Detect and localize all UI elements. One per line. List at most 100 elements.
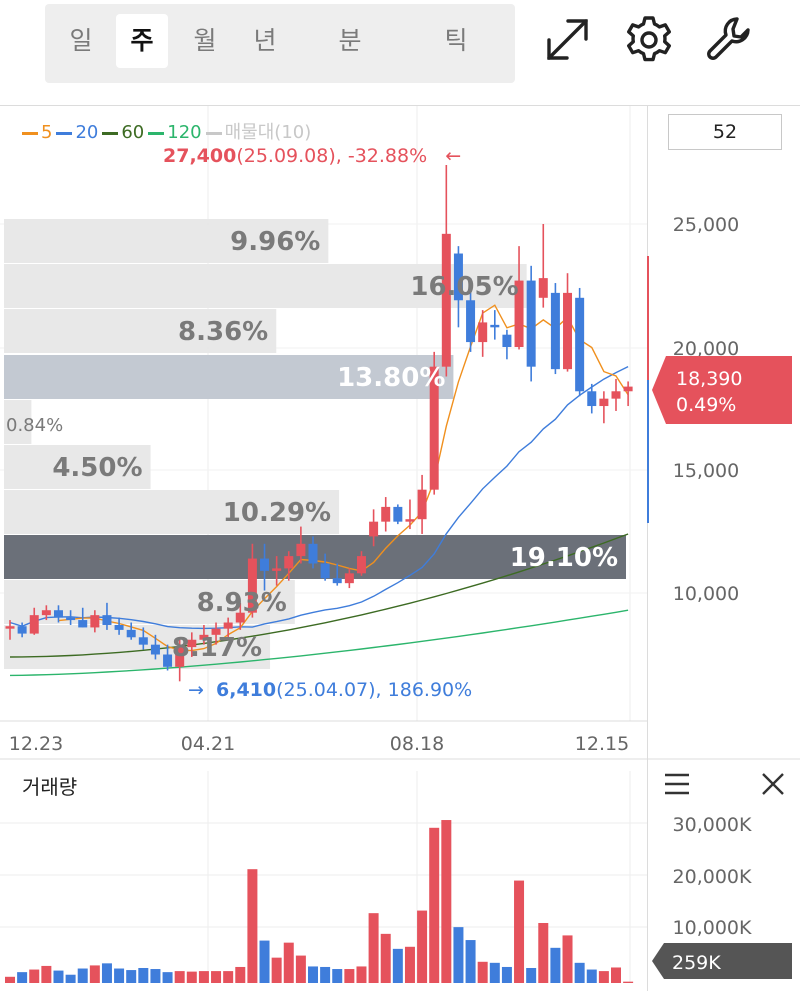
candle-body[interactable]: [369, 521, 379, 537]
period-minute[interactable]: 분: [338, 26, 362, 55]
candle-body[interactable]: [563, 292, 573, 370]
candle-body[interactable]: [320, 563, 330, 579]
candle-body[interactable]: [429, 366, 439, 490]
volume-bar: [550, 947, 561, 983]
candle-body[interactable]: [526, 280, 536, 367]
menu-icon[interactable]: [662, 771, 692, 797]
candle-body[interactable]: [211, 628, 221, 635]
candle-body[interactable]: [138, 637, 148, 645]
period-monthly[interactable]: 월: [193, 26, 217, 55]
candle-body[interactable]: [114, 624, 124, 630]
expand-icon[interactable]: [542, 14, 594, 66]
candle-body[interactable]: [587, 391, 597, 407]
candle-body[interactable]: [490, 324, 500, 328]
volume-bar: [429, 827, 440, 983]
volume-bar: [514, 880, 525, 983]
candle-body[interactable]: [126, 629, 136, 638]
volume-bar: [332, 969, 343, 983]
period-yearly[interactable]: 년: [253, 26, 277, 55]
volume-bar: [223, 971, 234, 983]
volume-bar: [77, 968, 88, 983]
period-tick[interactable]: 틱: [444, 26, 468, 55]
candle-body[interactable]: [417, 489, 427, 520]
y-tick-label: 10,000: [673, 583, 739, 605]
period-count-input[interactable]: 52: [668, 114, 782, 150]
period-weekly[interactable]: 주: [116, 14, 168, 68]
candle-body[interactable]: [260, 558, 270, 571]
volume-bar: [611, 967, 621, 983]
candle-body[interactable]: [199, 634, 209, 640]
candle-body[interactable]: [78, 620, 88, 628]
volume-profile-bar: [4, 264, 527, 308]
candle-body[interactable]: [550, 292, 560, 370]
candle-body[interactable]: [66, 617, 76, 621]
volume-bar: [101, 963, 112, 983]
high-arrow: ←: [445, 145, 462, 167]
candle-body[interactable]: [5, 626, 15, 629]
gear-icon[interactable]: [623, 14, 675, 66]
candle-body[interactable]: [163, 654, 173, 667]
candle-body[interactable]: [223, 622, 233, 629]
candle-body[interactable]: [284, 556, 294, 569]
legend-label: 20: [75, 122, 99, 143]
candle-body[interactable]: [41, 610, 51, 616]
candle-body[interactable]: [332, 578, 342, 584]
candle-body[interactable]: [478, 322, 488, 343]
candle-body[interactable]: [405, 519, 415, 522]
candle-body[interactable]: [235, 612, 245, 623]
candle-body[interactable]: [599, 398, 609, 407]
candle-body[interactable]: [381, 506, 391, 522]
candle-body[interactable]: [514, 280, 524, 347]
high-annotation: 27,400(25.09.08), -32.88% ←: [163, 145, 461, 167]
candle-body[interactable]: [272, 568, 282, 571]
volume-bar: [65, 974, 76, 983]
wrench-icon[interactable]: [704, 14, 756, 66]
period-selector: 일 주 월 년 분 틱: [45, 4, 515, 83]
candle-body[interactable]: [356, 556, 366, 574]
candle-body[interactable]: [575, 297, 585, 392]
volume-bar: [308, 966, 318, 983]
x-tick-label: 04.21: [181, 733, 235, 755]
low-arrow: →: [188, 679, 204, 701]
candle-body[interactable]: [393, 506, 403, 522]
candle-body[interactable]: [187, 639, 197, 648]
volume-chart[interactable]: 30,000K 20,000K 10,000K: [0, 771, 800, 991]
volume-bar: [417, 910, 428, 983]
candle-body[interactable]: [538, 278, 548, 298]
candle-body[interactable]: [296, 543, 306, 557]
candle-body[interactable]: [175, 647, 185, 667]
volume-bar: [453, 927, 464, 983]
candle-body[interactable]: [502, 334, 512, 347]
legend-swatch: [56, 131, 73, 135]
candle-body[interactable]: [308, 543, 318, 564]
candle-body[interactable]: [247, 558, 257, 613]
volume-bar: [89, 965, 100, 983]
candle-body[interactable]: [623, 386, 633, 392]
candle-body[interactable]: [611, 391, 621, 399]
close-icon[interactable]: [760, 771, 786, 797]
volume-bar: [186, 971, 197, 983]
candle-body[interactable]: [466, 300, 476, 343]
candle-body[interactable]: [453, 253, 463, 301]
candle-body[interactable]: [150, 644, 160, 655]
candle-body[interactable]: [90, 615, 100, 628]
volume-bar: [404, 946, 415, 983]
volume-bar: [477, 961, 488, 983]
candle-body[interactable]: [344, 573, 354, 584]
high-price: 27,400: [163, 145, 237, 167]
current-price: 18,390: [676, 368, 742, 390]
candle-body[interactable]: [53, 610, 63, 618]
price-chart[interactable]: 9.96% 16.05% 8.36% 13.80% 0.84% 4.50% 10.29% 19…: [0, 0, 800, 760]
candle-body[interactable]: [29, 615, 39, 634]
volume-bar: [598, 971, 609, 983]
volume-tick-label: 20,000K: [673, 866, 752, 888]
y-tick-label: 20,000: [673, 338, 739, 360]
candle-body[interactable]: [441, 233, 451, 367]
volume-profile-label: 0.84%: [6, 415, 63, 436]
candle-body[interactable]: [102, 615, 112, 625]
x-tick-label: 12.15: [575, 733, 629, 755]
volume-bar: [465, 940, 476, 983]
legend-item-0: 5: [22, 122, 54, 143]
candle-body[interactable]: [17, 626, 27, 634]
period-daily[interactable]: 일: [69, 26, 93, 55]
